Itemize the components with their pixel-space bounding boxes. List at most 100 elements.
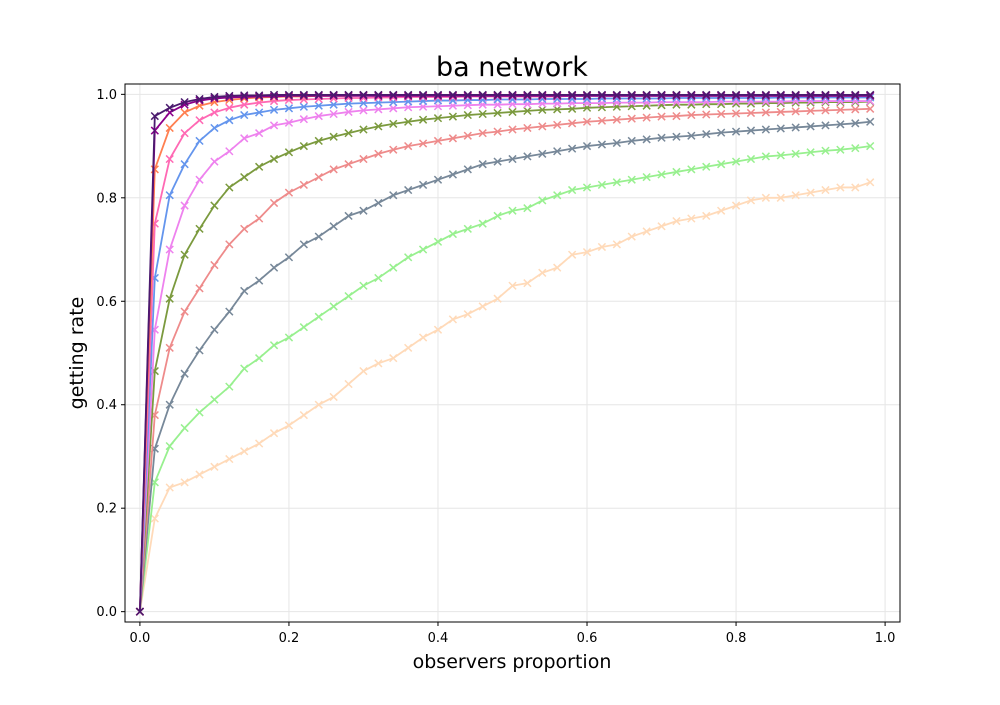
data-point-marker	[314, 101, 323, 110]
data-point-marker	[523, 123, 532, 133]
series-8	[135, 91, 875, 616]
data-point-marker	[165, 245, 174, 254]
data-point-marker	[284, 90, 294, 99]
data-point-marker	[448, 170, 458, 179]
data-point-marker	[195, 116, 204, 125]
data-point-marker	[538, 196, 547, 205]
data-point-marker	[791, 149, 800, 158]
data-point-marker	[329, 165, 338, 174]
data-point-marker	[165, 191, 174, 200]
data-point-marker	[284, 104, 294, 113]
data-point-marker	[761, 125, 770, 134]
data-point-marker	[269, 154, 279, 164]
data-point-marker	[806, 188, 815, 197]
data-point-marker	[687, 110, 696, 120]
data-point-marker	[150, 111, 159, 121]
series-line	[139, 93, 871, 612]
data-point-marker	[359, 281, 368, 290]
y-tick-label: 0.2	[96, 502, 117, 517]
data-point-marker	[210, 123, 219, 133]
data-point-marker	[225, 147, 234, 156]
series-layer	[135, 90, 875, 616]
data-point-marker	[612, 178, 621, 187]
data-point-marker	[359, 154, 368, 164]
data-point-marker	[374, 105, 383, 114]
data-point-marker	[210, 260, 219, 270]
data-point-marker	[687, 131, 696, 140]
data-point-marker	[463, 224, 472, 233]
data-point-marker	[463, 110, 472, 120]
data-point-marker	[567, 250, 577, 259]
data-point-marker	[627, 136, 636, 146]
y-tick-label: 0.8	[96, 191, 117, 206]
data-point-marker	[582, 90, 592, 99]
data-point-marker	[433, 114, 443, 123]
data-point-marker	[567, 144, 577, 153]
data-point-marker	[627, 232, 636, 241]
data-point-marker	[866, 117, 875, 126]
data-point-marker	[210, 92, 219, 102]
data-point-marker	[791, 107, 800, 116]
data-point-marker	[731, 127, 741, 136]
data-point-marker	[493, 108, 502, 118]
data-point-marker	[702, 130, 711, 139]
data-point-marker	[523, 152, 532, 161]
data-point-marker	[776, 90, 785, 99]
data-point-marker	[195, 346, 204, 355]
data-point-marker	[806, 106, 815, 116]
data-point-marker	[523, 279, 532, 288]
data-point-marker	[433, 237, 443, 246]
data-point-marker	[821, 121, 830, 130]
data-point-marker	[448, 112, 458, 121]
data-point-marker	[553, 147, 562, 156]
data-point-marker	[240, 172, 249, 182]
data-point-marker	[717, 90, 726, 99]
data-point-marker	[269, 121, 279, 130]
data-point-marker	[538, 105, 547, 114]
data-point-marker	[851, 183, 860, 192]
data-point-marker	[314, 312, 323, 321]
data-point-marker	[404, 185, 413, 195]
data-point-marker	[717, 160, 726, 169]
data-point-marker	[284, 118, 294, 127]
series-4	[135, 97, 875, 616]
data-point-marker	[255, 276, 264, 285]
data-point-marker	[553, 263, 562, 272]
data-point-marker	[478, 302, 487, 311]
data-point-marker	[314, 400, 323, 409]
data-point-marker	[612, 115, 621, 124]
data-point-marker	[329, 392, 338, 402]
data-point-marker	[776, 107, 785, 117]
data-point-marker	[627, 114, 636, 123]
x-tick-label: 1.0	[875, 631, 896, 646]
data-point-marker	[255, 439, 264, 448]
data-point-marker	[687, 165, 696, 174]
data-point-marker	[329, 132, 338, 141]
data-point-marker	[717, 128, 726, 137]
data-point-marker	[627, 175, 636, 184]
y-tick-label: 0.6	[96, 295, 117, 310]
data-point-marker	[448, 134, 458, 143]
data-point-marker	[210, 108, 219, 117]
data-point-marker	[836, 183, 845, 192]
data-point-marker	[672, 132, 681, 141]
data-point-marker	[225, 240, 234, 249]
data-point-marker	[508, 154, 517, 164]
series-line	[139, 145, 871, 612]
data-point-marker	[404, 117, 413, 126]
data-point-marker	[418, 180, 428, 190]
data-point-marker	[255, 162, 264, 171]
data-point-marker	[255, 91, 264, 100]
data-point-marker	[731, 157, 741, 166]
data-point-marker	[210, 157, 219, 166]
data-point-marker	[731, 90, 741, 99]
data-point-marker	[314, 90, 323, 99]
data-point-marker	[582, 247, 592, 257]
series-1	[135, 141, 875, 616]
data-point-marker	[225, 454, 234, 464]
x-tick-label: 0.0	[130, 631, 151, 646]
data-point-marker	[374, 273, 383, 283]
data-point-marker	[404, 141, 413, 151]
data-point-marker	[597, 116, 607, 125]
